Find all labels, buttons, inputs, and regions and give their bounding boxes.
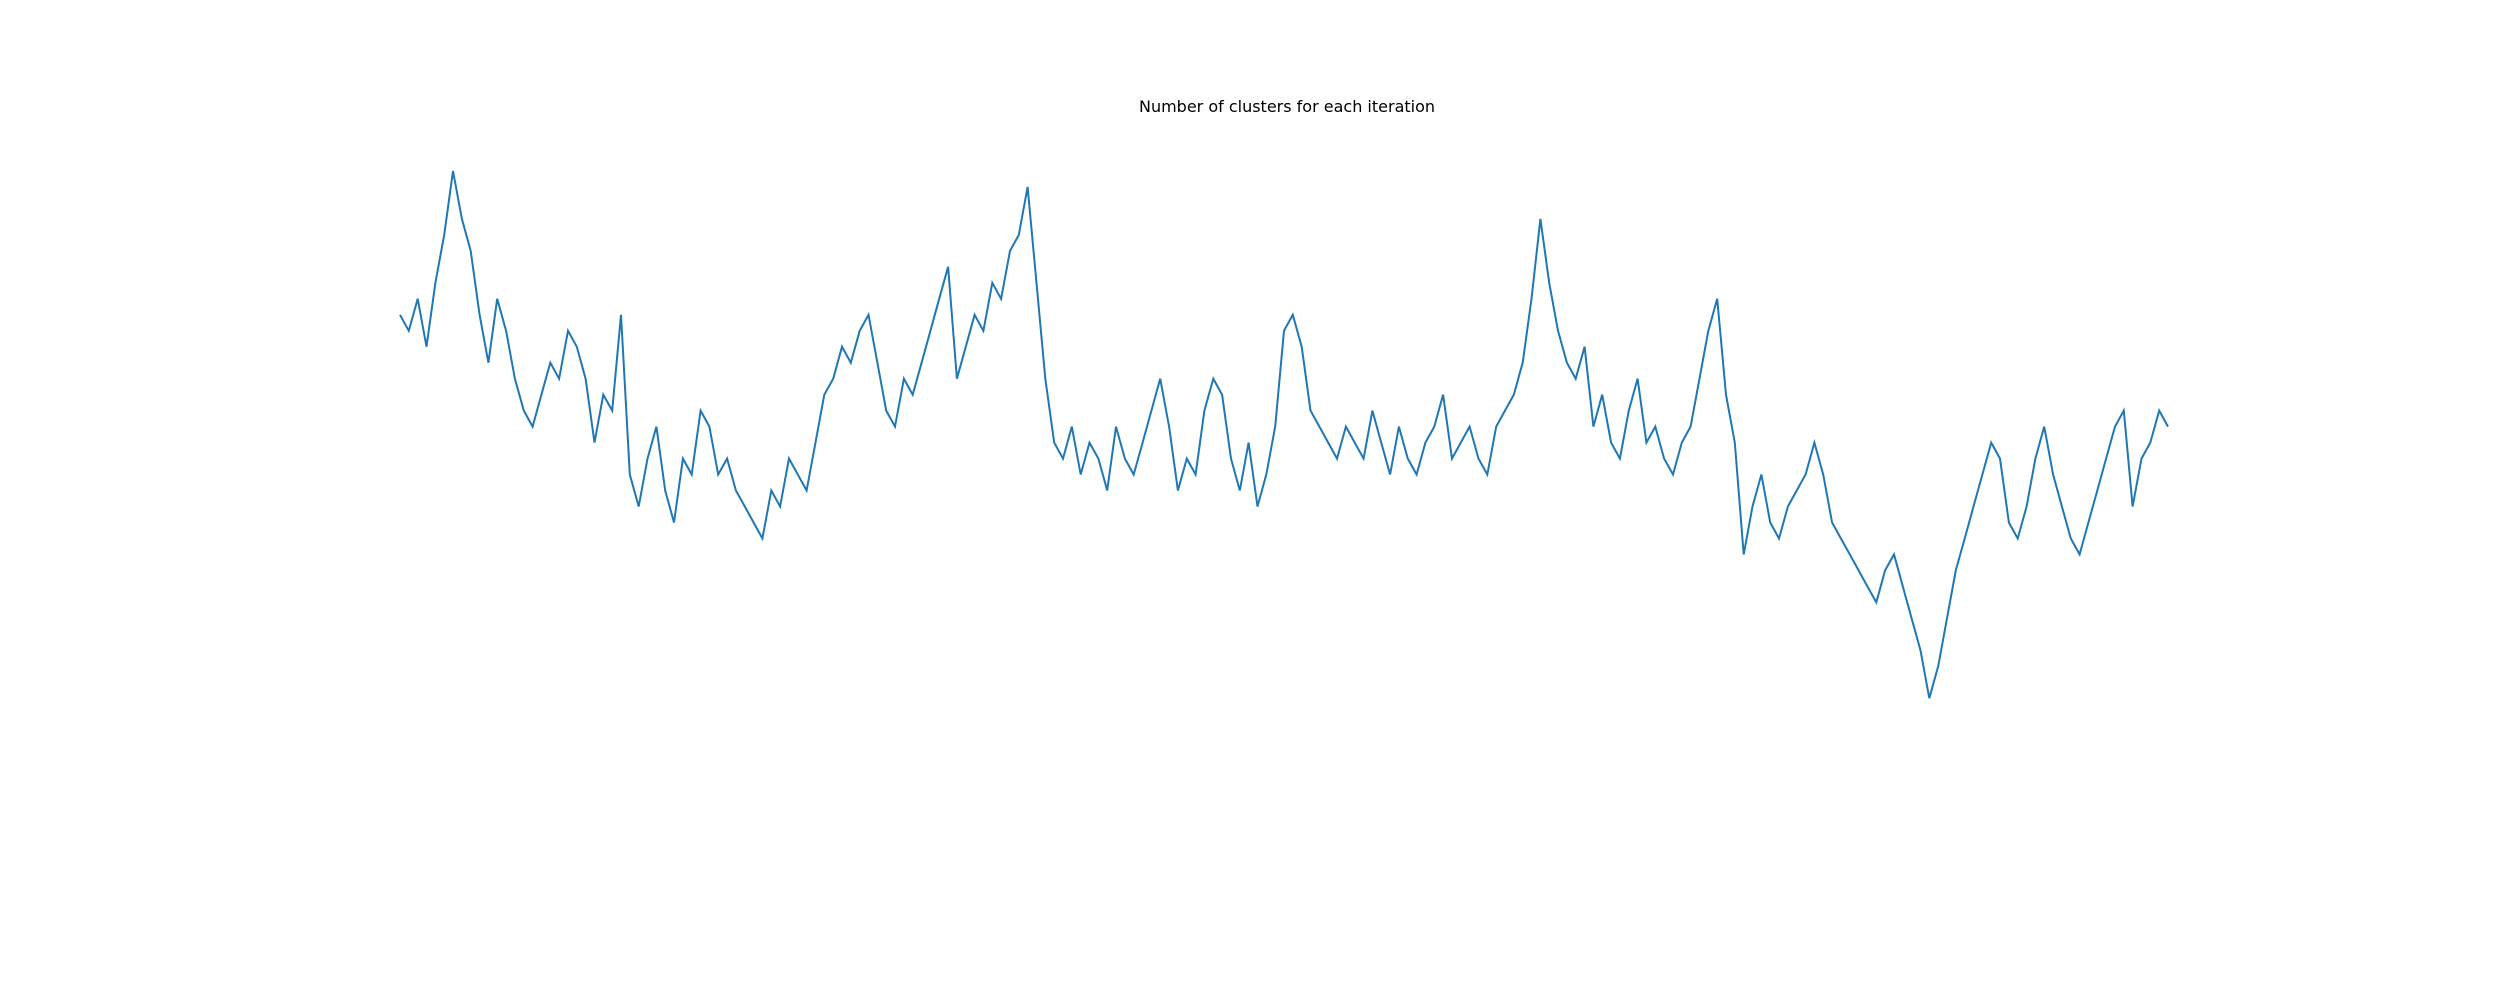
series-line-0 bbox=[399, 170, 2169, 699]
chart-title: Number of clusters for each iteration bbox=[1139, 97, 1435, 116]
plot-area bbox=[399, 170, 2169, 699]
